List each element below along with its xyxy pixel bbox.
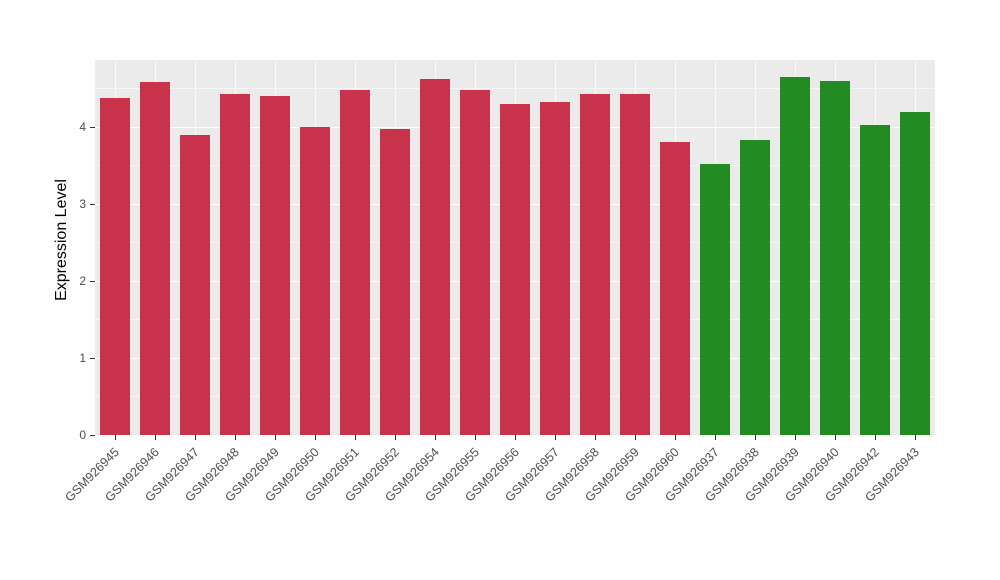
- bar: [500, 103, 530, 435]
- y-tick-label: 1: [79, 350, 86, 365]
- x-tick-mark: [154, 435, 156, 440]
- plot-panel: [95, 60, 935, 436]
- bar: [820, 80, 850, 435]
- y-tick-mark: [90, 435, 95, 436]
- bar: [380, 128, 410, 435]
- x-tick-mark: [234, 435, 236, 440]
- x-tick-mark: [594, 435, 596, 440]
- bar: [700, 163, 730, 435]
- bar: [300, 126, 330, 435]
- x-tick-mark: [794, 435, 796, 440]
- x-tick-mark: [914, 435, 916, 440]
- y-tick-label: 2: [79, 273, 86, 288]
- bar: [260, 96, 290, 435]
- y-tick-mark: [90, 357, 95, 359]
- x-tick-mark: [354, 435, 356, 440]
- bar: [220, 93, 250, 435]
- gridline-minor: [95, 88, 935, 90]
- bar: [460, 90, 490, 435]
- bar: [340, 90, 370, 435]
- y-tick-mark: [90, 280, 95, 282]
- bar: [100, 97, 130, 435]
- bar: [140, 82, 170, 435]
- bar: [580, 93, 610, 435]
- x-tick-mark: [314, 435, 316, 440]
- x-tick-mark: [634, 435, 636, 440]
- bar: [540, 102, 570, 435]
- x-tick-mark: [554, 435, 556, 440]
- y-tick-mark: [90, 126, 95, 128]
- bar: [180, 134, 210, 435]
- bar: [860, 125, 890, 435]
- x-tick-mark: [874, 435, 876, 440]
- bar: [420, 79, 450, 435]
- x-tick-mark: [834, 435, 836, 440]
- x-tick-mark: [274, 435, 276, 440]
- x-tick-mark: [674, 435, 676, 440]
- y-tick-mark: [90, 203, 95, 205]
- x-tick-mark: [434, 435, 436, 440]
- y-tick-label: 4: [79, 119, 86, 134]
- x-tick-mark: [714, 435, 716, 440]
- bar: [780, 76, 810, 435]
- x-tick-mark: [114, 435, 116, 440]
- y-tick-label: 0: [79, 428, 86, 442]
- x-tick-mark: [474, 435, 476, 440]
- bar: [660, 142, 690, 435]
- x-tick-mark: [394, 435, 396, 440]
- x-tick-mark: [194, 435, 196, 440]
- bar: [740, 140, 770, 435]
- bar: [620, 93, 650, 435]
- x-tick-mark: [514, 435, 516, 440]
- bar: [900, 111, 930, 435]
- x-tick-mark: [754, 435, 756, 440]
- y-tick-label: 3: [79, 196, 86, 211]
